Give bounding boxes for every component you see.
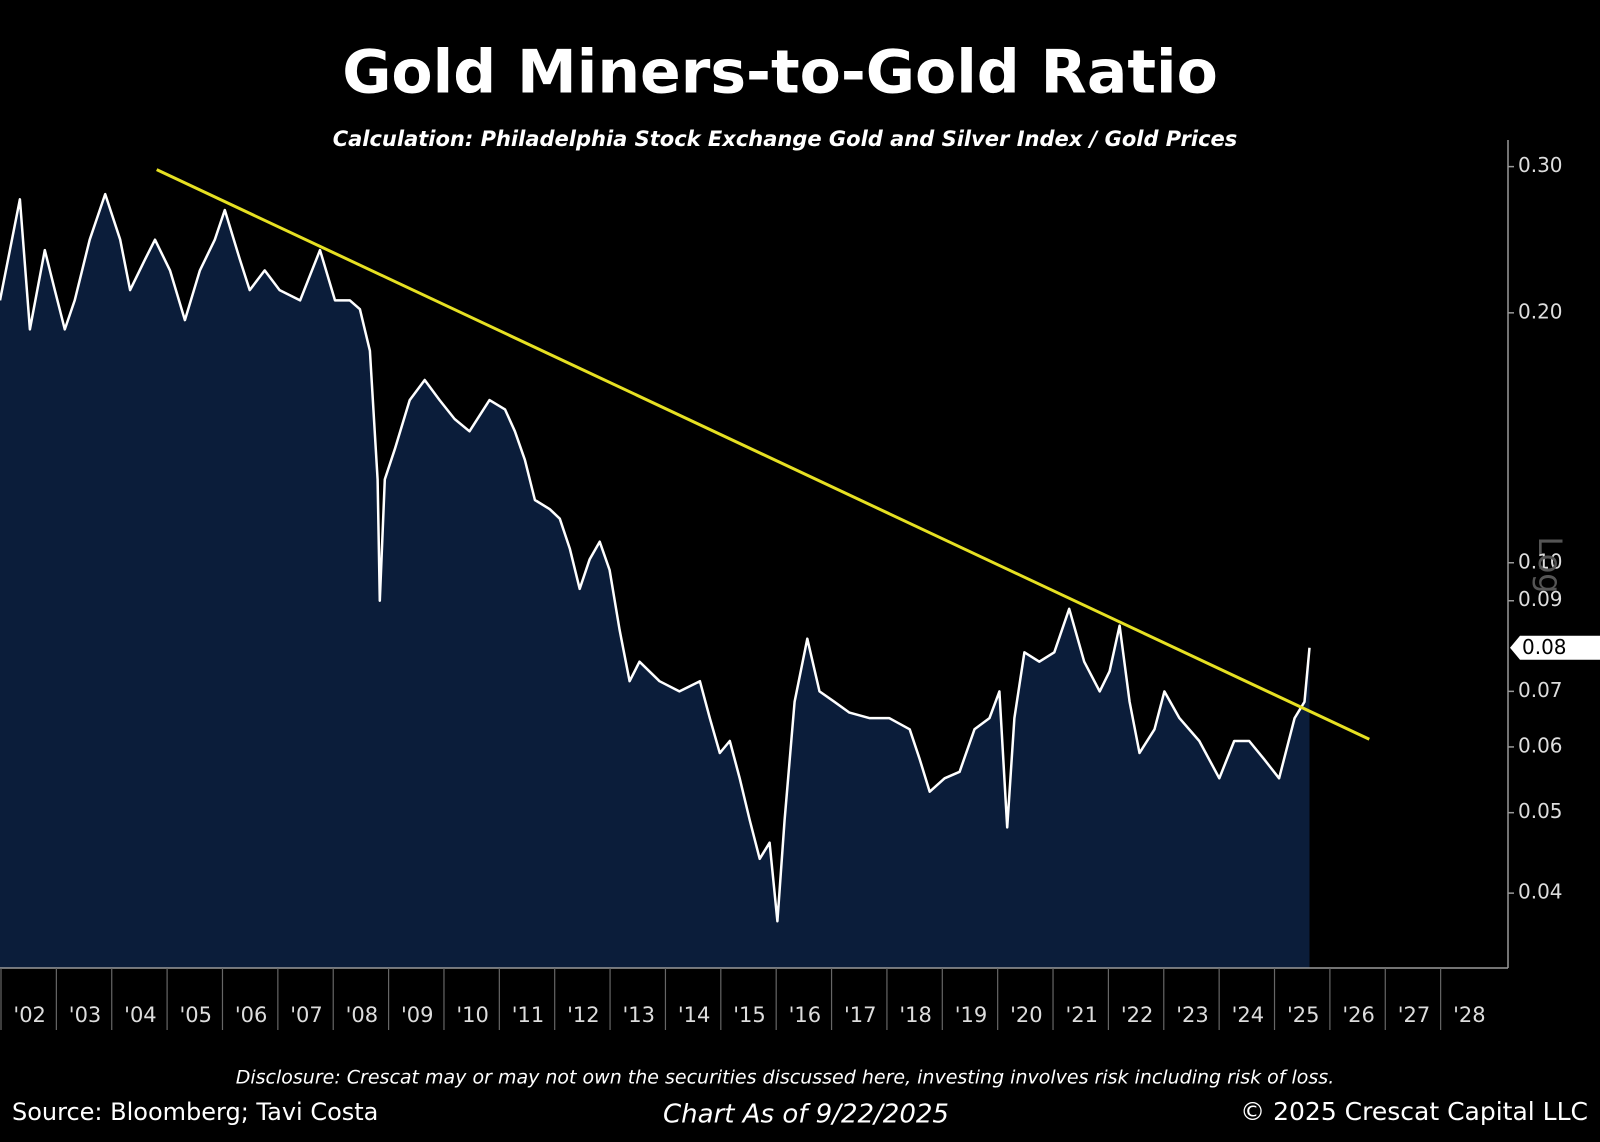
y-tick-label: 0.06	[1518, 733, 1563, 757]
x-tick-label: '26	[1342, 1003, 1375, 1027]
x-tick-label: '12	[567, 1003, 600, 1027]
x-tick-label: '24	[1232, 1003, 1265, 1027]
y-tick-label: 0.30	[1518, 153, 1563, 177]
x-tick-label: '09	[401, 1003, 434, 1027]
last-value-tag: 0.08	[1510, 635, 1600, 660]
chart-date: Chart As of 9/22/2025	[663, 1100, 949, 1130]
chart-title: Gold Miners-to-Gold Ratio	[342, 38, 1218, 108]
x-tick-label: '15	[733, 1003, 766, 1027]
x-tick-label: '20	[1010, 1003, 1043, 1027]
x-tick-label: '06	[235, 1003, 268, 1027]
x-tick-label: '08	[346, 1003, 379, 1027]
x-tick-label: '23	[1176, 1003, 1209, 1027]
copyright: © 2025 Crescat Capital LLC	[1240, 1097, 1588, 1126]
x-tick-label: '16	[789, 1003, 822, 1027]
x-tick-label: '04	[124, 1003, 157, 1027]
source: Source: Bloomberg; Tavi Costa	[12, 1098, 378, 1126]
x-tick-label: '11	[512, 1003, 545, 1027]
x-tick-label: '18	[899, 1003, 932, 1027]
trendline	[156, 168, 1370, 741]
y-axis-scale-label: Log	[1531, 536, 1569, 593]
x-tick-label: '28	[1453, 1003, 1486, 1027]
y-tick-label: 0.07	[1518, 678, 1563, 702]
y-tick-label: 0.20	[1518, 299, 1563, 323]
plot-area: 0.04 0.05 0.06 0.07 0.09 0.10 0.20 0.30 '02 '03 '0…	[0, 140, 1600, 1030]
x-tick-label: '17	[844, 1003, 877, 1027]
disclosure: Disclosure: Crescat may or may not own t…	[236, 1067, 1335, 1089]
y-tick-label: 0.10	[1518, 549, 1563, 573]
x-tick-label: '25	[1287, 1003, 1320, 1027]
x-tick-label: '02	[13, 1003, 46, 1027]
y-tick-label: 0.09	[1518, 587, 1563, 611]
x-tick-label: '05	[180, 1003, 213, 1027]
line	[0, 192, 1311, 923]
last-value-label: 0.08	[1522, 635, 1567, 659]
last-value-tag-shape	[1510, 635, 1600, 660]
x-tick-label: '19	[955, 1003, 988, 1027]
y-tick-label: 0.05	[1518, 799, 1563, 823]
x-tick-label: '10	[456, 1003, 489, 1027]
x-tick-label: '22	[1121, 1003, 1154, 1027]
x-tick-label: '14	[678, 1003, 711, 1027]
x-tick-label: '07	[290, 1003, 323, 1027]
x-tick-label: '27	[1398, 1003, 1431, 1027]
x-tick-label: '13	[623, 1003, 656, 1027]
x-tick-label: '21	[1065, 1003, 1098, 1027]
chart-subtitle: Calculation: Philadelphia Stock Exchange…	[333, 127, 1238, 151]
area	[0, 194, 1310, 969]
y-tick-label: 0.04	[1518, 880, 1563, 904]
x-tick-label: '03	[69, 1003, 102, 1027]
